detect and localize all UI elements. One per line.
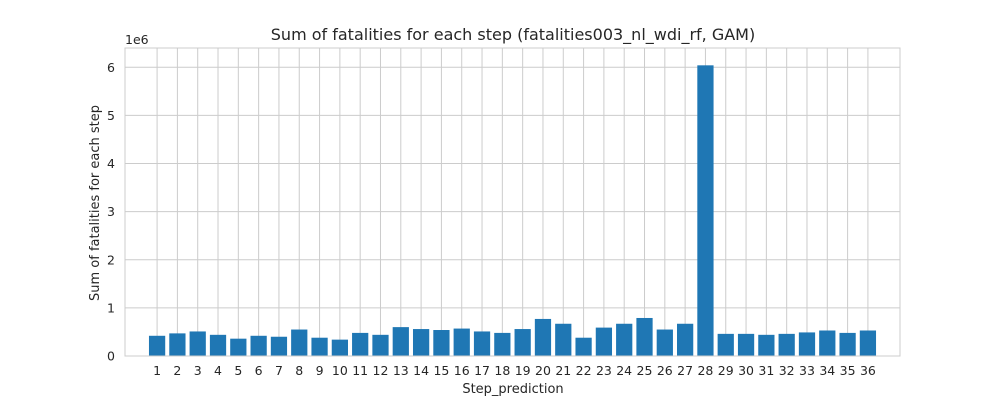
bar-23 (595, 327, 613, 356)
x-tick-label: 34 (819, 363, 835, 378)
x-tick-label: 23 (596, 363, 612, 378)
x-tick-label: 12 (373, 363, 389, 378)
x-axis-label: Step_prediction (462, 382, 563, 397)
x-tick-label: 29 (718, 363, 734, 378)
bar-6 (250, 335, 267, 356)
x-tick-label: 9 (316, 363, 324, 378)
y-tick-label: 0 (107, 349, 115, 364)
bar-28 (697, 65, 714, 356)
bar-11 (352, 332, 369, 356)
x-tick-label: 17 (474, 363, 490, 378)
x-tick-label: 16 (454, 363, 470, 378)
x-tick-label: 21 (555, 363, 571, 378)
bar-2 (169, 333, 186, 356)
bar-31 (758, 334, 775, 356)
bar-24 (616, 323, 633, 356)
y-tick-label: 4 (107, 156, 115, 171)
bar-26 (656, 329, 673, 356)
axes-layer (124, 47, 901, 357)
bar-10 (331, 339, 348, 356)
x-tick-label: 30 (738, 363, 754, 378)
y-tick-label: 3 (107, 204, 115, 219)
grid-layer (125, 48, 900, 357)
bar-12 (372, 334, 389, 356)
bar-36 (859, 330, 877, 356)
y-tick-label: 2 (107, 252, 115, 267)
x-tick-label: 31 (758, 363, 774, 378)
bar-13 (392, 327, 409, 356)
bar-27 (677, 323, 694, 356)
bar-29 (717, 333, 734, 356)
x-tick-label: 35 (840, 363, 856, 378)
ticks-layer: 1 2 3 4 5 6 7 8 9 10 11 12 13 14 15 16 17 18 19 20 21 22 23 24 2… (107, 60, 876, 378)
bar-19 (514, 329, 531, 356)
x-tick-label: 32 (779, 363, 795, 378)
bar-15 (433, 330, 450, 356)
x-tick-label: 1 (153, 363, 161, 378)
x-tick-label: 6 (255, 363, 263, 378)
x-tick-label: 24 (616, 363, 632, 378)
bar-20 (534, 318, 552, 356)
x-tick-label: 22 (576, 363, 592, 378)
bar-5 (230, 338, 247, 356)
x-tick-label: 11 (352, 363, 368, 378)
x-tick-label: 20 (535, 363, 551, 378)
bar-3 (189, 331, 206, 356)
y-tick-label: 1 (107, 300, 115, 315)
bar-22 (575, 337, 592, 356)
x-tick-label: 13 (393, 363, 409, 378)
bar-35 (839, 332, 856, 356)
y-axis-offset-label: 1e6 (125, 32, 149, 47)
plot-frame (124, 47, 901, 357)
bar-8 (291, 329, 308, 356)
bar-7 (270, 336, 288, 356)
x-tick-label: 4 (214, 363, 222, 378)
x-tick-label: 10 (332, 363, 348, 378)
bar-33 (798, 332, 816, 356)
bar-14 (412, 329, 430, 356)
bar-25 (636, 317, 653, 356)
x-tick-label: 18 (494, 363, 510, 378)
chart-title: Sum of fatalities for each step (fatalit… (271, 25, 755, 45)
x-tick-label: 5 (234, 363, 242, 378)
bar-21 (555, 323, 572, 356)
x-tick-label: 36 (860, 363, 876, 378)
x-tick-label: 25 (637, 363, 653, 378)
bars-layer (148, 65, 877, 356)
x-tick-label: 28 (697, 363, 713, 378)
x-tick-label: 2 (173, 363, 181, 378)
x-tick-label: 27 (677, 363, 693, 378)
bar-17 (473, 331, 491, 356)
x-tick-label: 19 (515, 363, 531, 378)
x-tick-label: 26 (657, 363, 673, 378)
bar-1 (148, 335, 166, 356)
bar-18 (494, 332, 511, 356)
bar-30 (737, 333, 755, 356)
x-tick-label: 3 (194, 363, 202, 378)
y-tick-label: 5 (107, 108, 115, 123)
bar-16 (453, 328, 470, 356)
bar-32 (778, 333, 795, 356)
x-tick-label: 33 (799, 363, 815, 378)
x-tick-label: 7 (275, 363, 283, 378)
y-axis-label: Sum of fatalities for each step (88, 105, 103, 301)
x-tick-label: 8 (295, 363, 303, 378)
y-tick-label: 6 (107, 60, 115, 75)
bar-9 (311, 337, 328, 356)
x-tick-label: 15 (433, 363, 449, 378)
x-tick-label: 14 (413, 363, 429, 378)
bar-34 (819, 330, 836, 356)
bar-4 (209, 334, 227, 356)
